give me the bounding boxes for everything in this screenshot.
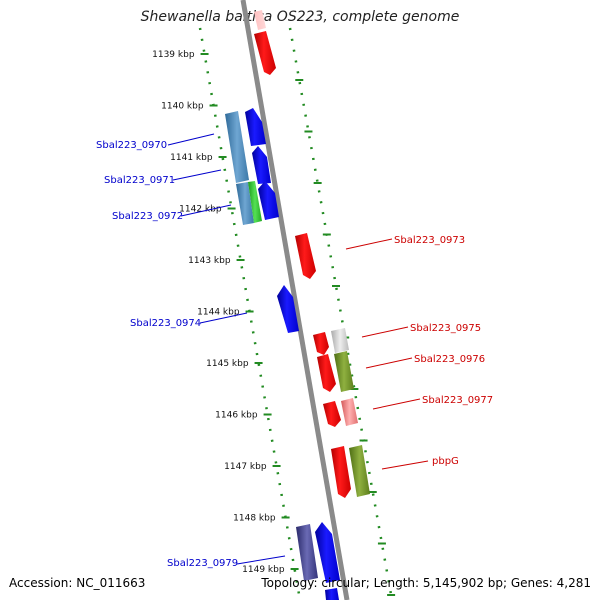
gene-arrow-sbal223-0979-a[interactable] (296, 524, 318, 581)
tick-label: 1148 kbp (233, 514, 276, 524)
gene-label-sbal223-0975[interactable]: Sbal223_0975 (410, 323, 481, 334)
gene-label-sbal223-0973[interactable]: Sbal223_0973 (394, 235, 465, 246)
gene-label-sbal223-0979[interactable]: Sbal223_0979 (167, 558, 238, 569)
gene-labels: Sbal223_0970 Sbal223_0971 Sbal223_0972 S… (96, 140, 493, 569)
tick-group: 1139 kbp 1140 kbp 1141 kbp 1142 kbp 1143 kbp… (152, 50, 396, 596)
gene-label-sbal223-0977[interactable]: Sbal223_0977 (422, 395, 493, 406)
gene-arrow-sbal223-0975-a[interactable] (313, 332, 329, 355)
topology-text: Topology: circular; Length: 5,145,902 bp… (261, 576, 591, 590)
gene-label-sbal223-0971[interactable]: Sbal223_0971 (104, 175, 175, 186)
gene-arrow-sbal223-0975[interactable] (331, 328, 349, 353)
gene-label-sbal223-0970[interactable]: Sbal223_0970 (96, 140, 167, 151)
gene-label-sbal223-0974[interactable]: Sbal223_0974 (130, 318, 201, 329)
map-title: Shewanella baltica OS223, complete genom… (140, 9, 460, 25)
gene-arrow-sbal223-0974[interactable] (277, 285, 299, 333)
gene-label-sbal223-0972[interactable]: Sbal223_0972 (112, 211, 183, 222)
gene-arrow-sbal223-0972-a[interactable] (236, 182, 254, 225)
gene-arrow-sbal223-0970-b[interactable] (245, 108, 266, 146)
tick-label: 1139 kbp (152, 50, 195, 60)
gene-arrow-sbal223-0976-a[interactable] (317, 354, 336, 392)
gene-arrow-sbal223-0976[interactable] (334, 351, 354, 392)
gene-arrow-pbpg-a[interactable] (331, 446, 351, 498)
genome-backbone (240, 0, 350, 600)
gene-label-pbpg[interactable]: pbpG (432, 456, 459, 467)
gene-arrow-top-fragment (254, 10, 266, 30)
tick-label: 1147 kbp (224, 462, 267, 472)
gene-arrow-sbal223-0972-b[interactable] (248, 181, 262, 223)
tick-label: 1146 kbp (215, 411, 258, 421)
tick-label: 1145 kbp (206, 359, 249, 369)
tick-label: 1141 kbp (170, 153, 213, 163)
label-leaders (167, 133, 429, 565)
gene-arrow-sbal223-0971[interactable] (252, 146, 271, 184)
gene-arrow-sbal223-0977[interactable] (341, 398, 358, 426)
tick-label: 1143 kbp (188, 256, 231, 266)
gene-arrow-sbal223-0977-a[interactable] (323, 401, 341, 427)
gene-arrow-pbpg[interactable] (349, 445, 370, 497)
gene-arrow-sbal223-0972-c[interactable] (258, 181, 279, 220)
gene-label-sbal223-0976[interactable]: Sbal223_0976 (414, 354, 485, 365)
outer-tick-ring (288, 27, 394, 600)
gene-arrow-sbal223-0970[interactable] (225, 111, 249, 183)
tick-label: 1140 kbp (161, 102, 204, 112)
tick-label: 1144 kbp (197, 308, 240, 318)
gene-arrow-bottom (325, 588, 339, 600)
tick-label: 1149 kbp (242, 565, 285, 575)
accession-text: Accession: NC_011663 (9, 576, 146, 590)
gene-arrow-sbal223-0973[interactable] (295, 233, 316, 279)
tick-label: 1142 kbp (179, 205, 222, 215)
gene-arrow-sbal223-0979[interactable] (315, 522, 340, 583)
gene-group (225, 10, 370, 600)
gene-arrow-top (254, 31, 276, 75)
